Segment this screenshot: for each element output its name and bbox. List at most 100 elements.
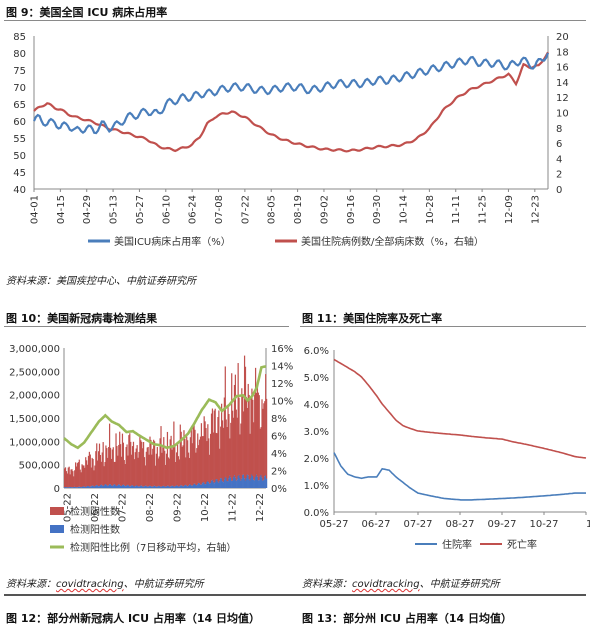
fig10-bar-positive [266,478,268,488]
fig10-bar-negative [204,421,206,485]
fig10-bar-positive [204,484,206,488]
fig10-bar-positive [248,479,250,488]
fig10-bar-negative [154,465,157,487]
fig10-bar-positive [69,486,71,488]
fig10-bar-negative [263,403,265,480]
fig10-bar-positive [120,486,123,488]
fig10-bar-negative [209,433,212,484]
fig10-bar-positive [142,486,144,488]
fig10-bar-positive [126,485,128,488]
fig10-bar-negative [216,433,218,480]
fig10-bar-negative [264,401,266,477]
fig10-bar-negative [171,449,173,486]
fig10-bar-negative [172,446,174,486]
fig10-bar-positive [127,484,129,488]
fig10-bar-positive [213,483,215,488]
fig10-bar-negative [247,383,249,476]
fig10-bar-negative [230,422,232,478]
fig10-bar-negative [134,452,136,487]
fig10-bar-negative [254,367,257,477]
fig10-bar-positive [165,486,168,488]
fig9-xtick: 11-25 [478,195,489,224]
fig10-bar-negative [100,461,102,485]
fig10-bar-negative [228,414,230,479]
fig10-bar-negative [243,411,245,475]
fig10-bar-negative [261,399,263,478]
fig10-bar-negative [182,445,184,487]
fig10-bar-negative [222,427,225,483]
fig10-bar-positive [185,484,187,488]
fig10-bar-positive [223,479,225,488]
fig10-bar-positive [164,486,166,488]
fig10-bar-negative [189,437,192,485]
fig10-bar-negative [152,448,154,487]
fig10-title: 图 10：美国新冠病毒检测结果 [6,312,158,325]
fig10-legend-label-negative: 检测阴性数 [70,505,120,518]
fig10-bar-negative [66,473,68,488]
fig10-bar-positive [253,479,255,488]
fig10-bar-negative [192,426,194,486]
fig10-bar-positive [238,474,240,488]
fig9-title: 图 9：美国全国 ICU 病床占用率 [6,6,168,19]
fig10-bar-positive [243,474,245,488]
fig10-bar-negative [232,417,235,478]
fig9-xtick: 12-09 [504,195,515,224]
fig10-bar-negative [212,432,214,482]
fig10-bar-positive [153,486,155,488]
fig10-bar-positive [176,485,179,488]
fig10-bar-positive [250,477,252,488]
fig10-xtick: 05-22 [62,493,73,522]
fig10-bar-positive [96,485,98,488]
fig10-bar-positive [217,481,219,488]
fig10-bar-negative [161,452,163,487]
fig11-xtick: 09-27 [487,519,516,530]
fig9-ytick-left: 65 [13,100,26,111]
fig10-bar-positive [242,474,244,488]
fig10-bar-positive [225,477,227,488]
fig10-bar-negative [87,455,90,487]
fig11-ytick: 5.0% [304,373,329,384]
fig10-bar-positive [183,486,185,488]
fig10-bar-negative [101,452,103,486]
fig10-bar-positive [70,487,72,488]
fig10-bar-negative [221,420,224,482]
fig10-bar-positive [162,485,164,488]
fig10-bar-positive [64,487,66,488]
fig10-bar-positive [122,484,124,488]
fig9-title-rule [4,20,586,21]
fig11-series-hospitalization-rate-line [333,452,586,501]
fig10-bar-negative [140,440,142,486]
fig9-ytick-right: 0 [556,185,562,196]
fig10-bar-negative [142,448,144,487]
fig11-title: 图 11：美国住院率及死亡率 [302,312,443,325]
fig10-bar-negative [185,457,187,485]
fig10-bar-positive [72,487,74,488]
fig11-xtick: 05-27 [319,519,348,530]
fig11-xtick: 08-27 [445,519,474,530]
fig10-xtick: 06-22 [90,493,101,522]
fig9-ytick-right: 16 [556,63,569,74]
fig10-bar-negative [159,438,161,487]
fig11-ytick: 4.0% [304,400,329,411]
fig10-bar-positive [230,477,232,488]
fig11-source-link: covidtracking [352,579,420,590]
fig9-ytick-left: 75 [13,66,26,77]
fig10-bar-positive [115,485,117,488]
fig10-bar-negative [209,454,211,484]
fig10-bar-negative [86,460,88,487]
fig10-xtick: 08-22 [145,493,156,522]
fig10-bar-positive [199,484,202,488]
fig10-bar-negative [188,457,191,485]
fig10-bar-negative [234,374,236,478]
fig10-bar-positive [131,485,133,488]
fig10-bar-negative [200,423,203,485]
fig10-bar-negative [125,447,127,487]
fig9-ytick-left: 60 [13,117,26,128]
fig10-bar-negative [105,445,107,485]
fig10-bar-positive [211,479,214,488]
fig10-bar-positive [257,480,259,488]
fig10-bar-positive [89,486,91,488]
fig10-bar-positive [246,474,248,488]
fig10-bar-positive [75,487,78,488]
